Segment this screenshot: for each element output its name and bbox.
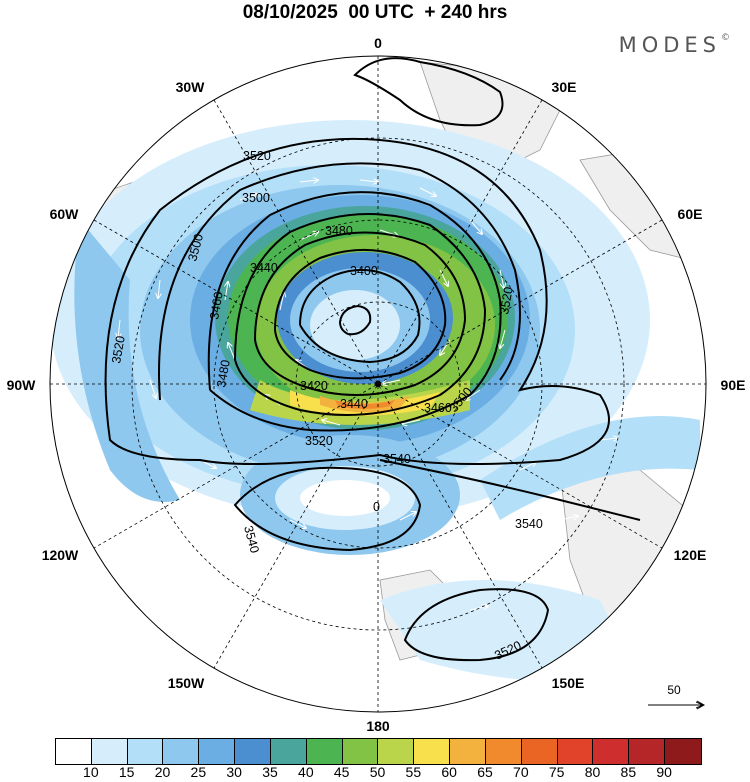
colorbar-tick-label: 25 (190, 764, 207, 780)
colorbar-swatch (593, 739, 630, 764)
contour-label: 3540 (383, 452, 411, 466)
lon-label-180: 180 (366, 718, 390, 734)
colorbar-tick-label: 85 (620, 764, 637, 780)
lon-label-120e: 120E (674, 547, 707, 563)
colorbar-tick-label: 75 (548, 764, 565, 780)
reference-arrow-icon (648, 700, 706, 710)
lon-label-150w: 150W (168, 675, 205, 691)
lon-label-30e: 30E (552, 79, 577, 95)
lon-label-0: 0 (374, 35, 382, 51)
contour-label: 3520 (243, 149, 271, 163)
contour-label: 3500 (185, 232, 206, 263)
longitude-labels: 0 30E 60E 90E 120E 150E 180 150W 120W 90… (7, 35, 746, 734)
contour-label: 3440 (250, 261, 278, 275)
colorbar-tick-label: 30 (226, 764, 242, 780)
contour-label: 3520 (109, 335, 128, 365)
colorbar-tick-label: 80 (584, 764, 601, 780)
colorbar-tick-label: 20 (154, 764, 171, 780)
brand-name: MODES (618, 33, 721, 57)
colorbar-swatch (450, 739, 486, 764)
lon-label-120w: 120W (42, 547, 79, 563)
colorbar-swatch (521, 739, 558, 764)
colorbar-swatch (127, 739, 164, 764)
wind-vectors (118, 180, 618, 646)
contour-label: 3440 (340, 397, 368, 411)
lon-label-30w: 30W (176, 79, 206, 95)
lon-label-150e: 150E (552, 675, 585, 691)
map-boundary (49, 55, 707, 713)
colorbar-tick-label: 70 (513, 764, 529, 780)
colorbar-swatch (485, 739, 522, 764)
map-title: 08/10/2025 00 UTC + 240 hrs (242, 2, 508, 23)
contour-label: 3460 (207, 291, 226, 321)
colorbar-swatch (342, 739, 379, 764)
colorbar-swatch (629, 739, 666, 764)
colorbar-swatch (665, 739, 701, 764)
colorbar-tick-label: 10 (83, 764, 99, 780)
contour-label: 3520 (305, 434, 333, 448)
contour-label: 3540 (515, 517, 543, 531)
colorbar-swatch (378, 739, 415, 764)
pole-marker (375, 381, 381, 387)
colorbar-swatch (235, 739, 271, 764)
lon-label-60e: 60E (678, 206, 703, 222)
colorbar-swatch (91, 739, 128, 764)
height-contours (104, 57, 641, 662)
lon-label-90w: 90W (7, 377, 37, 393)
contour-label: 3420 (300, 379, 328, 393)
colorbar-tick-label: 60 (441, 764, 457, 780)
copyright-mark: © (721, 33, 730, 43)
brand-logo: MODES© (619, 33, 730, 57)
colorbar-swatch (414, 739, 451, 764)
colorbar-swatch (270, 739, 307, 764)
colorbar-swatch (557, 739, 594, 764)
contour-label: 3480 (325, 224, 353, 238)
colorbar-swatch (56, 739, 92, 764)
contour-label: 3400 (350, 264, 378, 278)
graticule (50, 56, 706, 712)
colorbar-tick-label: 90 (656, 764, 672, 780)
colorbar-tick-label: 40 (298, 764, 314, 780)
colorbar-ticks: 10 15 20 25 30 35 40 45 50 55 60 65 70 75 80 85 90 (55, 764, 700, 782)
colorbar-tick-label: 65 (477, 764, 493, 780)
low-center-marker: 0 (373, 500, 380, 514)
map-disk (50, 56, 706, 712)
contour-label: 3520 (497, 286, 516, 316)
colorbar-tick-label: 35 (262, 764, 278, 780)
colorbar (55, 738, 702, 765)
colorbar-tick-label: 15 (118, 764, 135, 780)
colorbar-swatch (306, 739, 343, 764)
lon-label-90e: 90E (721, 377, 746, 393)
contour-label: 3540 (241, 524, 262, 555)
colorbar-swatch (199, 739, 236, 764)
wind-speed-shading (50, 120, 700, 683)
colorbar-tick-label: 55 (405, 764, 422, 780)
colorbar-swatch (163, 739, 200, 764)
reference-vector: 50 (648, 683, 708, 713)
lon-label-60w: 60W (50, 206, 80, 222)
contour-label: 3500 (242, 191, 270, 205)
colorbar-tick-label: 50 (369, 764, 386, 780)
contour-label: 3480 (214, 359, 233, 389)
reference-vector-label: 50 (667, 683, 681, 697)
contour-label: 3460 (424, 401, 452, 415)
colorbar-tick-label: 45 (333, 764, 350, 780)
